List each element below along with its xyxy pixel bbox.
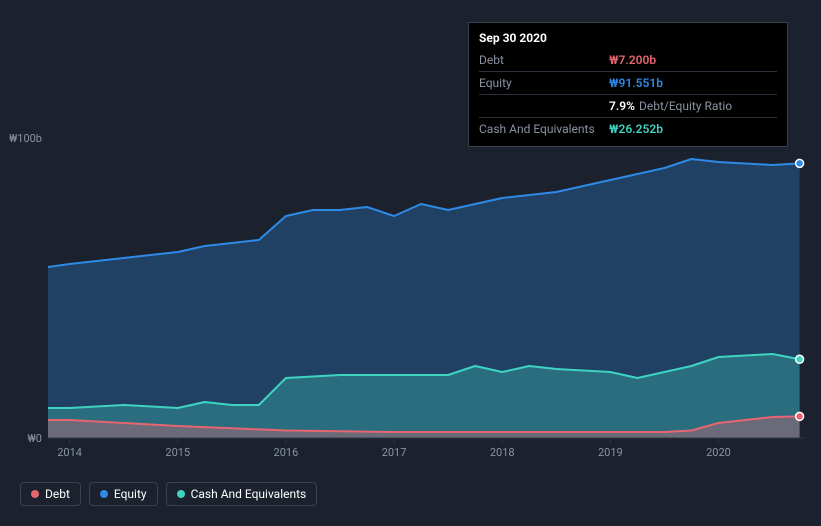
svg-text:2017: 2017 <box>382 446 407 459</box>
legend-item-label: Debt <box>45 487 70 501</box>
svg-text:2016: 2016 <box>274 446 299 459</box>
legend-item[interactable]: Equity <box>89 482 158 506</box>
tooltip-row-label <box>479 97 609 115</box>
tooltip-row: Equity₩91.551b <box>479 71 777 94</box>
tooltip-row-label: Equity <box>479 74 609 92</box>
legend-item[interactable]: Debt <box>20 482 81 506</box>
legend-swatch-icon <box>177 490 185 498</box>
svg-text:2019: 2019 <box>598 446 623 459</box>
tooltip-row-value: ₩7.200b <box>609 51 656 69</box>
legend-item-label: Equity <box>114 487 147 501</box>
chart-tooltip: Sep 30 2020 Debt₩7.200bEquity₩91.551b7.9… <box>468 22 788 147</box>
tooltip-row: Cash And Equivalents₩26.252b <box>479 117 777 140</box>
legend-swatch-icon <box>100 490 108 498</box>
svg-text:₩0: ₩0 <box>28 432 42 445</box>
tooltip-row-value: 7.9% <box>609 97 635 115</box>
tooltip-row: 7.9%Debt/Equity Ratio <box>479 94 777 117</box>
tooltip-row-suffix: Debt/Equity Ratio <box>639 97 732 115</box>
tooltip-row-value: ₩26.252b <box>609 120 663 138</box>
chart-container: { "chart": { "type": "area", "width": 82… <box>0 0 821 526</box>
tooltip-row-value: ₩91.551b <box>609 74 663 92</box>
legend-item[interactable]: Cash And Equivalents <box>166 482 318 506</box>
svg-text:2018: 2018 <box>490 446 515 459</box>
svg-text:2014: 2014 <box>57 446 82 459</box>
svg-text:2020: 2020 <box>706 446 731 459</box>
tooltip-row: Debt₩7.200b <box>479 49 777 71</box>
tooltip-row-label: Cash And Equivalents <box>479 120 609 138</box>
tooltip-row-label: Debt <box>479 51 609 69</box>
svg-text:₩100b: ₩100b <box>9 132 42 145</box>
svg-text:2015: 2015 <box>165 446 190 459</box>
legend-swatch-icon <box>31 490 39 498</box>
legend-item-label: Cash And Equivalents <box>191 487 307 501</box>
tooltip-title: Sep 30 2020 <box>479 29 777 47</box>
chart-legend: Debt Equity Cash And Equivalents <box>20 482 317 506</box>
